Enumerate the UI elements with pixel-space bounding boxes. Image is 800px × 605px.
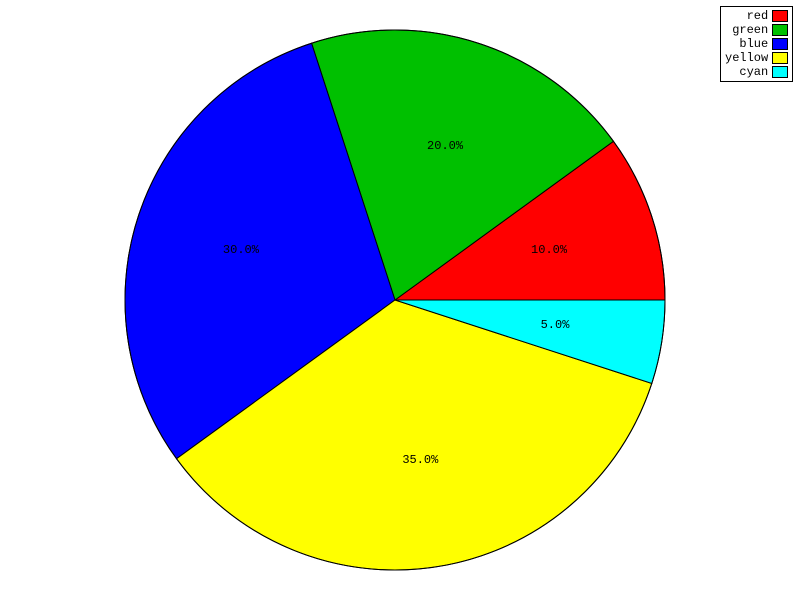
legend-item-yellow: yellow [725, 51, 788, 65]
legend-swatch [772, 66, 788, 78]
legend-item-green: green [725, 23, 788, 37]
legend-swatch [772, 38, 788, 50]
legend-item-label: red [747, 9, 769, 23]
legend-swatch [772, 24, 788, 36]
pie-slice-label-cyan: 5.0% [541, 318, 570, 332]
legend-item-label: yellow [725, 51, 768, 65]
pie-chart-svg [0, 0, 800, 600]
pie-slice-label-blue: 30.0% [223, 243, 259, 257]
pie-chart: 10.0% 20.0% 30.0% 35.0% 5.0% redgreenblueyel… [0, 0, 800, 600]
legend-swatch [772, 10, 788, 22]
legend-item-cyan: cyan [725, 65, 788, 79]
legend-item-red: red [725, 9, 788, 23]
legend-swatch [772, 52, 788, 64]
legend-item-label: cyan [739, 65, 768, 79]
pie-slice-label-green: 20.0% [427, 139, 463, 153]
legend-item-label: green [732, 23, 768, 37]
legend-item-blue: blue [725, 37, 788, 51]
legend-item-label: blue [739, 37, 768, 51]
legend: redgreenblueyellowcyan [720, 6, 793, 82]
pie-slice-label-red: 10.0% [531, 243, 567, 257]
pie-slice-label-yellow: 35.0% [402, 453, 438, 467]
